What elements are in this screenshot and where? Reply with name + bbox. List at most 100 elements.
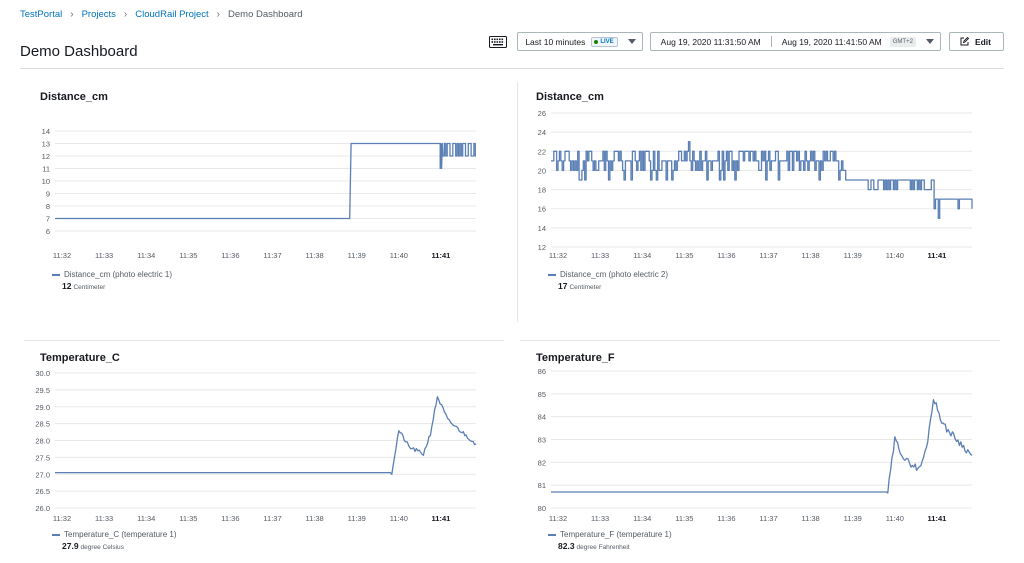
x-tick-label: 11:38	[802, 251, 820, 260]
breadcrumb-project-link[interactable]: CloudRail Project	[135, 9, 209, 20]
x-tick-label: 11:39	[348, 514, 366, 523]
keyboard-icon	[489, 35, 508, 48]
live-dot-icon	[594, 39, 599, 44]
edit-icon	[960, 37, 969, 46]
x-tick-label: 11:38	[802, 514, 820, 523]
x-tick-label: 11:34	[137, 514, 155, 523]
x-tick-label: 11:33	[591, 514, 609, 523]
edit-label: Edit	[974, 36, 991, 47]
y-tick-label: 9	[46, 190, 50, 199]
y-tick-label: 84	[538, 413, 546, 422]
y-tick-label: 81	[538, 481, 546, 490]
range-end: Aug 19, 2020 11:41:50 AM	[781, 36, 882, 47]
panel-separator	[520, 340, 1000, 341]
x-tick-label: 11:38	[306, 251, 324, 260]
page-title: Demo Dashboard	[20, 43, 138, 61]
caret-down-icon	[925, 39, 934, 44]
y-tick-label: 16	[538, 205, 546, 214]
caret-down-icon	[627, 39, 636, 44]
timezone-badge: GMT+2	[889, 36, 916, 47]
legend-series-name: Temperature_F (temperature 1)	[560, 530, 672, 539]
date-range-picker[interactable]: Aug 19, 2020 11:31:50 AM Aug 19, 2020 11…	[649, 32, 941, 51]
legend-swatch	[548, 533, 556, 536]
widget-title: Distance_cm	[536, 91, 604, 103]
x-tick-label: 11:37	[759, 251, 777, 260]
y-tick-label: 14	[42, 127, 50, 136]
y-tick-label: 27.0	[35, 470, 50, 479]
x-tick-label: 11:40	[390, 251, 408, 260]
y-tick-label: 18	[538, 186, 546, 195]
widget-distance-2[interactable]: Distance_cm 12 14 16 18 20 22 24 26 11:32 11:33 11…	[520, 72, 1000, 312]
widget-title: Distance_cm	[40, 91, 108, 103]
x-tick-label: 11:39	[844, 514, 862, 523]
x-tick-label: 11:35	[179, 251, 197, 260]
legend-series-name: Temperature_C (temperature 1)	[64, 530, 177, 539]
legend-value: 12	[62, 281, 72, 291]
legend-value: 27.9	[62, 541, 79, 551]
x-tick-label: 11:32	[53, 514, 71, 523]
chart-legend: Temperature_F (temperature 1) 82.3 degree…	[548, 530, 672, 551]
y-tick-label: 24	[538, 128, 546, 137]
y-tick-label: 82	[538, 458, 546, 467]
breadcrumb-current: Demo Dashboard	[228, 9, 303, 20]
y-tick-label: 80	[538, 504, 546, 513]
legend-swatch	[52, 533, 60, 536]
live-badge: LIVE	[591, 36, 618, 47]
range-separator	[770, 36, 772, 47]
y-tick-label: 26.5	[35, 487, 50, 496]
legend-unit: Centimeter	[569, 284, 602, 291]
series-line	[55, 142, 476, 220]
x-tick-label: 11:37	[263, 514, 281, 523]
chart-legend: Temperature_C (temperature 1) 27.9 degree…	[52, 530, 177, 551]
x-tick-label: 11:41	[432, 514, 451, 523]
x-tick-label: 11:40	[390, 514, 408, 523]
x-tick-label: 11:32	[53, 251, 71, 260]
time-period-select[interactable]: Last 10 minutes LIVE	[517, 32, 643, 51]
header-divider	[20, 68, 1004, 69]
widget-title: Temperature_C	[40, 352, 120, 364]
y-tick-label: 28.0	[35, 437, 50, 446]
legend-swatch	[548, 273, 556, 276]
widget-temperature-f[interactable]: Temperature_F 80 81 82 83 84 85 86 11:32 11:33 11…	[520, 333, 1000, 563]
keyboard-shortcuts-button[interactable]	[488, 32, 508, 51]
x-tick-label: 11:41	[432, 251, 451, 260]
line-chart: 80 81 82 83 84 85 86 11:32 11:33 11:34 11:35 11:36 1…	[538, 367, 973, 523]
widget-temperature-c[interactable]: Temperature_C 26.0 26.5 27.0 27.5 28.0 28.5 29…	[24, 333, 504, 563]
y-tick-label: 11	[42, 165, 50, 174]
y-tick-label: 29.0	[35, 403, 50, 412]
widget-distance-1[interactable]: Distance_cm 6 7 8 9 10 11 12 13 14 11:32 11:33 11:3…	[24, 72, 504, 312]
line-chart: 26.0 26.5 27.0 27.5 28.0 28.5 29.0 29.5 30.0 11:3…	[35, 369, 477, 523]
y-tick-label: 83	[538, 436, 546, 445]
edit-button[interactable]: Edit	[948, 32, 1004, 51]
live-label: LIVE	[600, 38, 614, 45]
breadcrumb-projects-link[interactable]: Projects	[81, 9, 116, 20]
line-chart: 12 14 16 18 20 22 24 26 11:32 11:33 11:34 11:35 11:3…	[538, 109, 973, 260]
legend-value: 17	[558, 281, 568, 291]
x-tick-label: 11:40	[886, 251, 904, 260]
chart-legend: Distance_cm (photo electric 1) 12 Centime…	[52, 270, 172, 291]
x-tick-label: 11:40	[886, 514, 904, 523]
x-tick-label: 11:33	[591, 251, 609, 260]
y-tick-label: 26	[538, 109, 546, 118]
y-tick-label: 22	[538, 147, 546, 156]
breadcrumb-testportal-link[interactable]: TestPortal	[20, 9, 63, 20]
x-tick-label: 11:35	[675, 514, 693, 523]
series-line	[551, 399, 973, 494]
legend-unit: degree Fahrenheit	[576, 544, 630, 551]
x-tick-label: 11:36	[717, 251, 735, 260]
x-tick-label: 11:32	[549, 251, 567, 260]
y-tick-label: 13	[42, 140, 50, 149]
dashboard-toolbar: Last 10 minutes LIVE Aug 19, 2020 11:31:…	[488, 32, 1004, 51]
y-tick-label: 10	[42, 177, 50, 186]
line-chart: 6 7 8 9 10 11 12 13 14 11:32 11:33 11:34 11:35 11:36 1…	[42, 127, 476, 260]
legend-series-name: Distance_cm (photo electric 1)	[64, 270, 173, 279]
legend-swatch	[52, 273, 60, 276]
y-tick-label: 20	[538, 166, 546, 175]
x-tick-label: 11:34	[633, 251, 651, 260]
chevron-right-icon: ›	[123, 9, 128, 20]
x-tick-label: 11:34	[137, 251, 155, 260]
y-tick-label: 14	[538, 224, 546, 233]
y-tick-label: 12	[42, 152, 50, 161]
x-tick-label: 11:34	[633, 514, 651, 523]
x-tick-label: 11:36	[221, 251, 239, 260]
